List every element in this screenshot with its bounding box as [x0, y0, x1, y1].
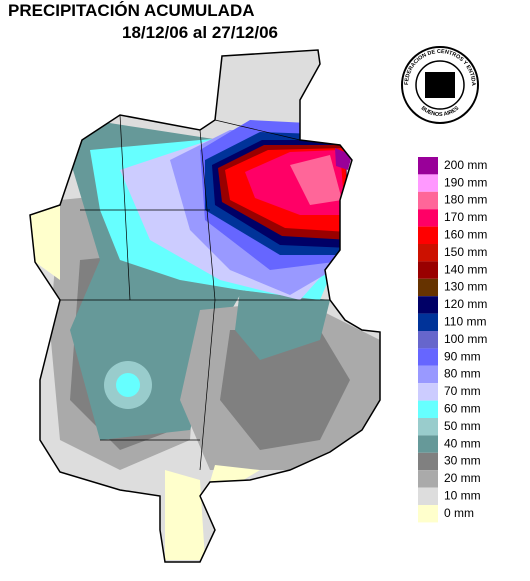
legend-label: 60 mm: [444, 401, 481, 415]
legend-label: 10 mm: [444, 488, 481, 502]
legend-swatch: [418, 209, 438, 227]
rain-map: [30, 50, 380, 562]
legend-label: 130 mm: [444, 280, 487, 294]
legend-swatch: [418, 226, 438, 244]
legend-label: 80 mm: [444, 367, 481, 381]
subtitle: 18/12/06 al 27/12/06: [122, 23, 278, 42]
border: [29, 49, 381, 563]
legend-swatch: [418, 487, 438, 505]
zone: [30, 205, 60, 280]
legend-label: 190 mm: [444, 175, 487, 189]
legend-label: 120 mm: [444, 297, 487, 311]
logo-emblem: [425, 72, 455, 98]
legend-label: 50 mm: [444, 419, 481, 433]
legend-swatch: [418, 331, 438, 349]
legend-label: 110 mm: [444, 314, 486, 328]
legend-swatch: [418, 278, 438, 297]
legend-label: 140 mm: [444, 262, 487, 276]
legend-swatch: [418, 418, 438, 436]
legend-swatch: [418, 244, 438, 262]
legend-label: 160 mm: [444, 227, 487, 241]
legend-swatch: [418, 470, 438, 488]
legend: 200 mm 190 mm 180 mm 170 mm 160 mm 150 mm 140 …: [418, 157, 487, 523]
legend-swatch: [418, 400, 438, 418]
legend-swatch: [418, 191, 438, 210]
zone: [235, 290, 330, 360]
legend-swatch: [418, 296, 438, 314]
legend-label: 100 mm: [444, 332, 487, 346]
zone: [165, 470, 205, 560]
legend-label: 200 mm: [444, 158, 487, 172]
zone: [290, 155, 342, 205]
legend-label: 170 mm: [444, 210, 487, 224]
legend-swatch: [418, 313, 438, 331]
legend-swatch: [418, 261, 438, 279]
legend-label: 70 mm: [444, 384, 481, 398]
legend-swatch: [418, 383, 438, 401]
legend-swatch: [418, 435, 438, 453]
legend-label: 90 mm: [444, 349, 481, 363]
legend-label: 20 mm: [444, 471, 481, 485]
legend-swatch: [418, 174, 438, 192]
title: PRECIPITACIÓN ACUMULADA: [8, 1, 255, 20]
legend-label: 0 mm: [444, 506, 474, 520]
legend-label: 30 mm: [444, 454, 481, 468]
legend-label: 180 mm: [444, 193, 487, 207]
legend-label: 40 mm: [444, 436, 481, 450]
zone: [116, 373, 140, 397]
zone: [220, 330, 350, 450]
legend-swatch: [418, 365, 438, 384]
legend-swatch: [418, 348, 438, 366]
legend-swatch: [418, 505, 438, 523]
legend-swatch: [418, 157, 438, 175]
zone: [210, 465, 260, 482]
province-lines: [60, 114, 330, 471]
legend-label: 150 mm: [444, 245, 487, 259]
legend-swatch: [418, 452, 438, 471]
